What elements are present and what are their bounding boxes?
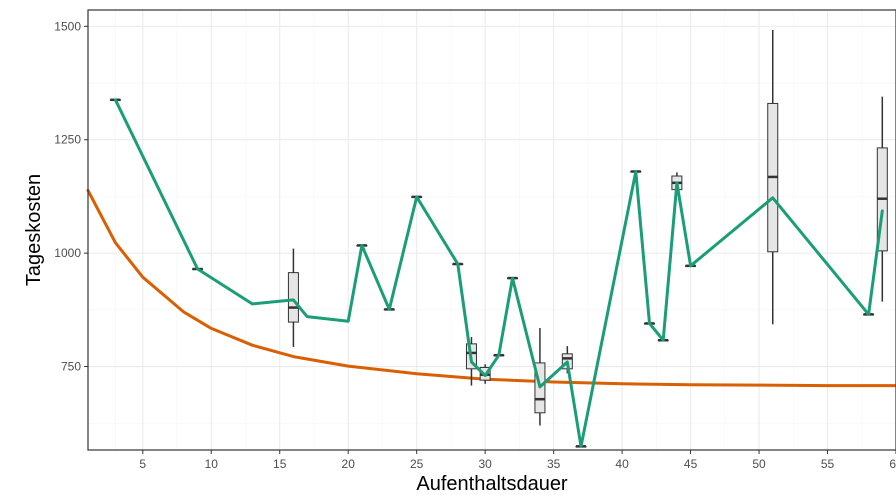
y-tick-label: 1250	[54, 133, 81, 147]
y-tick-label: 1500	[54, 19, 81, 33]
fitted-curve	[86, 189, 896, 388]
x-tick-label: 25	[410, 457, 424, 471]
x-tick-label: 55	[821, 457, 835, 471]
boxplot-box	[287, 272, 299, 323]
x-tick-label: 50	[752, 457, 766, 471]
x-tick-label: 45	[684, 457, 698, 471]
x-tick-label: 60	[889, 457, 896, 471]
y-tick-label: 1000	[54, 246, 81, 260]
x-tick-label: 35	[547, 457, 561, 471]
boxplot	[767, 29, 779, 325]
grid-lines	[88, 10, 896, 450]
mean-line	[113, 98, 884, 448]
x-tick-label: 10	[205, 457, 219, 471]
boxplot	[876, 96, 888, 302]
fitted-curve-layer	[86, 189, 896, 388]
boxplot	[287, 248, 299, 348]
y-axis-title: Tageskosten	[23, 174, 45, 286]
x-tick-label: 30	[478, 457, 492, 471]
y-tick-label: 750	[61, 360, 81, 374]
x-tick-label: 40	[615, 457, 629, 471]
panel-border	[87, 9, 896, 451]
x-tick-label: 5	[139, 457, 146, 471]
mean-line-layer	[113, 98, 884, 448]
x-tick-label: 15	[273, 457, 287, 471]
x-axis-title: Aufenthaltsdauer	[416, 473, 568, 495]
axis-ticks: 5 10 15 20 25 30 35 40 45 50 55 60 750 1000 1250 1500	[54, 19, 896, 471]
x-tick-label: 20	[342, 457, 356, 471]
